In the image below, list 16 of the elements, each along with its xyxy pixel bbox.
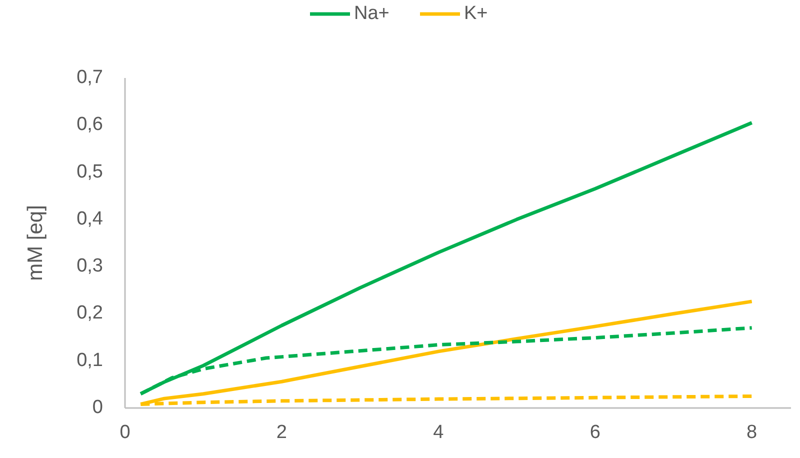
- y-tick-label: 0,3: [76, 256, 103, 277]
- y-tick-label: 0,2: [76, 302, 103, 324]
- y-tick-label: 0,7: [76, 67, 103, 88]
- x-tick-label: 0: [120, 422, 130, 443]
- x-tick-label: 8: [746, 422, 758, 443]
- legend-label: K+: [464, 3, 488, 24]
- x-tick-label: 4: [433, 422, 444, 443]
- y-tick-label: 0,6: [76, 114, 103, 136]
- x-tick-label: 2: [276, 422, 287, 443]
- y-axis-title: mM [eq]: [24, 205, 47, 281]
- y-tick-label: 0,5: [76, 161, 103, 182]
- y-tick-label: 0,1: [76, 350, 103, 371]
- x-tick-label: 6: [590, 422, 600, 443]
- legend-label: Na+: [354, 3, 390, 24]
- y-tick-label: 0: [92, 397, 103, 418]
- y-tick-label: 0,4: [76, 208, 104, 230]
